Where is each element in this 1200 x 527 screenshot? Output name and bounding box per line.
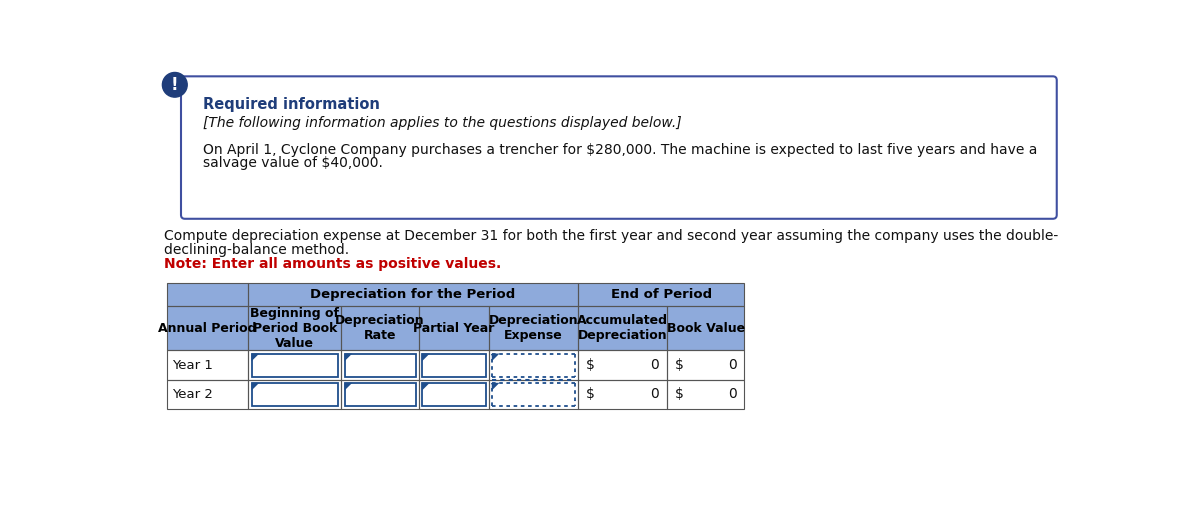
Text: salvage value of $40,000.: salvage value of $40,000. xyxy=(203,157,383,170)
Bar xyxy=(167,282,248,306)
Polygon shape xyxy=(492,354,499,361)
Bar xyxy=(419,350,488,380)
Bar xyxy=(342,380,419,409)
FancyBboxPatch shape xyxy=(181,76,1057,219)
Bar xyxy=(578,380,667,409)
Bar xyxy=(488,306,578,350)
Bar xyxy=(248,282,578,306)
Text: Accumulated
Depreciation: Accumulated Depreciation xyxy=(577,314,668,342)
Bar xyxy=(248,350,342,380)
Bar xyxy=(344,383,416,406)
Bar xyxy=(167,306,248,350)
Text: Depreciation
Rate: Depreciation Rate xyxy=(335,314,425,342)
Text: Book Value: Book Value xyxy=(667,321,745,335)
Bar xyxy=(419,380,488,409)
Text: Depreciation
Expense: Depreciation Expense xyxy=(488,314,578,342)
Bar xyxy=(167,350,744,380)
Polygon shape xyxy=(422,354,430,361)
Text: Beginning of
Period Book
Value: Beginning of Period Book Value xyxy=(251,307,340,349)
Text: Note: Enter all amounts as positive values.: Note: Enter all amounts as positive valu… xyxy=(164,257,502,270)
Bar xyxy=(667,306,744,350)
Bar xyxy=(344,354,416,377)
Text: !: ! xyxy=(170,76,179,94)
Polygon shape xyxy=(492,383,499,391)
Bar xyxy=(419,306,488,350)
Text: Partial Year: Partial Year xyxy=(413,321,494,335)
Text: $: $ xyxy=(586,387,594,402)
Bar xyxy=(422,354,486,377)
Text: End of Period: End of Period xyxy=(611,288,712,301)
Text: Required information: Required information xyxy=(203,97,379,112)
Text: $: $ xyxy=(674,358,684,372)
Bar xyxy=(578,282,744,306)
Text: [The following information applies to the questions displayed below.]: [The following information applies to th… xyxy=(203,115,682,130)
Bar xyxy=(578,306,667,350)
Text: $: $ xyxy=(674,387,684,402)
Polygon shape xyxy=(344,354,353,361)
Bar xyxy=(252,354,338,377)
Text: 0: 0 xyxy=(728,358,737,372)
Polygon shape xyxy=(252,354,259,361)
Text: Annual Period: Annual Period xyxy=(158,321,257,335)
Polygon shape xyxy=(252,383,259,391)
Bar xyxy=(422,383,486,406)
Bar xyxy=(248,306,342,350)
Text: Depreciation for the Period: Depreciation for the Period xyxy=(311,288,516,301)
Text: On April 1, Cyclone Company purchases a trencher for $280,000. The machine is ex: On April 1, Cyclone Company purchases a … xyxy=(203,142,1037,157)
Text: Compute depreciation expense at December 31 for both the first year and second y: Compute depreciation expense at December… xyxy=(164,229,1058,243)
Bar xyxy=(488,380,578,409)
Bar xyxy=(167,380,744,409)
Text: $: $ xyxy=(586,358,594,372)
Bar xyxy=(167,350,248,380)
Bar xyxy=(667,380,744,409)
Bar xyxy=(342,350,419,380)
Bar xyxy=(488,350,578,380)
Text: 0: 0 xyxy=(650,358,659,372)
Text: 0: 0 xyxy=(728,387,737,402)
Bar xyxy=(167,380,248,409)
Polygon shape xyxy=(422,383,430,391)
Text: declining-balance method.: declining-balance method. xyxy=(164,242,349,257)
Bar xyxy=(248,380,342,409)
Circle shape xyxy=(162,73,187,97)
Text: Year 2: Year 2 xyxy=(173,388,214,401)
Polygon shape xyxy=(344,383,353,391)
Bar xyxy=(667,350,744,380)
Bar xyxy=(578,350,667,380)
Text: Year 1: Year 1 xyxy=(173,358,214,372)
Bar xyxy=(252,383,338,406)
Text: 0: 0 xyxy=(650,387,659,402)
Bar xyxy=(342,306,419,350)
Bar xyxy=(167,282,744,350)
